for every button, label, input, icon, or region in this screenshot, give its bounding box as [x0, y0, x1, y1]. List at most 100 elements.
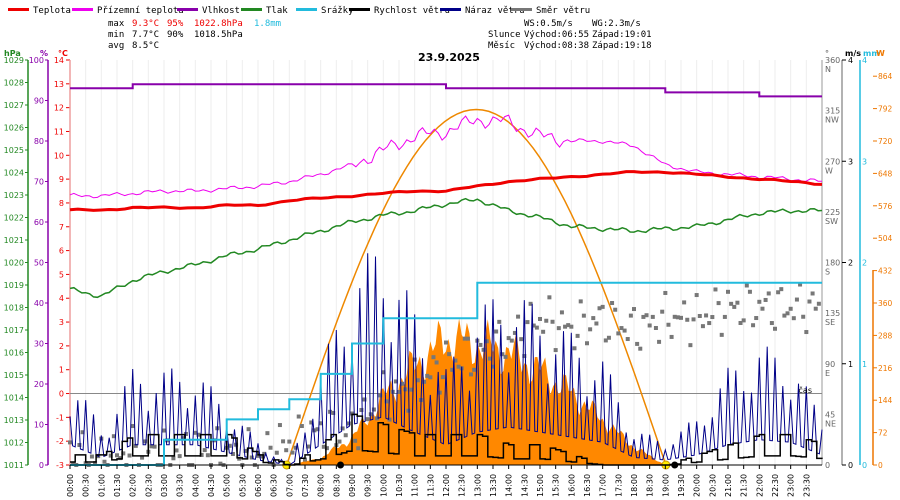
axis-unit-label: mm: [863, 49, 880, 58]
humidity-tick-label: 70: [34, 178, 44, 187]
wind-direction-point: [813, 306, 818, 311]
x-tick-label: 14:30: [520, 474, 529, 497]
x-tick-label: 14:00: [505, 474, 514, 497]
x-tick-label: 01:00: [97, 474, 106, 497]
pressure-tick-label: 1019: [4, 281, 24, 290]
wind-direction-point: [265, 431, 270, 436]
wind-direction-point: [415, 378, 420, 383]
legend-swatch: [349, 8, 370, 11]
radiation-tick-label: 216: [878, 364, 893, 373]
ground-temperature-line: [69, 114, 822, 199]
direction-tick-label: 45: [825, 410, 835, 419]
wind-direction-point: [619, 326, 624, 331]
x-tick-label: 10:30: [395, 474, 404, 497]
wind-direction-point: [409, 387, 414, 392]
wind-direction-point: [281, 439, 286, 444]
humidity-line: [70, 83, 822, 98]
wind-direction-point: [149, 444, 154, 449]
humidity-tick-label: 60: [34, 218, 44, 227]
x-tick-label: 03:30: [176, 474, 185, 497]
stats-min-label: min: [108, 30, 124, 40]
wind-direction-point: [428, 375, 433, 380]
stats-temp-min: 7.7°C: [132, 30, 159, 40]
direction-tick-label: 90: [825, 360, 835, 369]
legend-item: Přízemní teplota: [72, 6, 184, 16]
wind-direction-point: [744, 283, 749, 288]
pressure-tick-label: 1016: [4, 349, 24, 358]
wind-direction-point: [769, 321, 774, 326]
x-tick-label: 17:30: [614, 474, 623, 497]
legend-label: Náraz větru: [465, 6, 525, 16]
wind-direction-point: [747, 289, 752, 294]
x-tick-label: 10:00: [379, 474, 388, 497]
pressure-tick-label: 1020: [4, 259, 24, 268]
wind-direction-point: [346, 421, 351, 426]
x-tick-label: 00:00: [66, 474, 75, 497]
direction-tick-label: 225: [825, 208, 840, 217]
pressure-tick-label: 1025: [4, 146, 24, 155]
radiation-tick-label: 0: [878, 461, 883, 470]
legend-item: Srážky: [296, 6, 354, 16]
wind-direction-point: [491, 364, 495, 369]
radiation-tick-label: 288: [878, 331, 893, 340]
legend-swatch: [177, 8, 198, 11]
wind-direction-point: [406, 408, 411, 413]
wind-direction-point: [378, 393, 383, 398]
wind-direction-point: [594, 321, 599, 326]
direction-tick-name: N: [825, 65, 831, 74]
rain-line: [70, 281, 822, 466]
wg-value: WG:2.3m/s: [592, 19, 641, 29]
wind-direction-point: [528, 301, 533, 306]
wind-direction-point: [807, 299, 812, 304]
sun-set: Západ:19:01: [592, 30, 652, 40]
axis-unit-label: °: [825, 49, 829, 58]
legend-item: Tlak: [241, 6, 288, 16]
radiation-tick-label: 792: [878, 105, 893, 114]
wind-direction-point: [660, 309, 665, 314]
wind-direction-point: [262, 451, 267, 456]
wind-direction-point: [578, 299, 583, 304]
temperature-tick-label: 8: [59, 199, 64, 208]
wind-direction-point: [688, 343, 693, 348]
wind-direction-point: [581, 313, 586, 318]
wind-direction-point: [657, 339, 662, 344]
wind-direction-point: [481, 347, 486, 352]
direction-tick-name: SE: [825, 318, 835, 327]
wind-direction-point: [193, 430, 198, 435]
pressure-tick-label: 1013: [4, 416, 24, 425]
legend-item: Teplota: [8, 6, 71, 16]
ws-value: WS:0.5m/s: [524, 19, 573, 29]
radiation-tick-label: 864: [878, 72, 893, 81]
temperature-tick-label: 1: [59, 366, 64, 375]
wind-direction-point: [68, 440, 72, 445]
pressure-tick-label: 1011: [4, 461, 24, 470]
temperature-tick-label: -2: [56, 437, 64, 446]
radiation-tick-label: 648: [878, 169, 893, 178]
temperature-tick-label: 2: [59, 342, 64, 351]
wind-direction-point: [469, 372, 474, 377]
wind-direction-point: [679, 315, 683, 320]
wind-direction-point: [447, 352, 452, 357]
wind-direction-point: [340, 426, 345, 431]
wind-direction-point: [487, 356, 492, 361]
wind-direction-point: [299, 424, 304, 429]
wind-direction-point: [585, 341, 589, 346]
wind-direction-point: [293, 445, 298, 450]
wind-direction-point: [440, 375, 445, 380]
wind-direction-point: [766, 291, 771, 296]
x-tick-label: 22:00: [755, 474, 764, 497]
wind-direction-point: [331, 410, 336, 415]
moon-label: Měsíc: [488, 41, 515, 51]
wind-direction-point: [503, 354, 508, 359]
pressure-tick-label: 1023: [4, 191, 24, 200]
legend-label: Rychlost větru: [374, 6, 450, 16]
x-tick-label: 21:00: [724, 474, 733, 497]
wind-direction-point: [525, 320, 530, 325]
wind-direction-point: [682, 300, 687, 305]
pressure-line: [69, 197, 823, 299]
wind-direction-point: [143, 439, 148, 444]
radiation-tick-label: 360: [878, 299, 893, 308]
stats-pressure-max: 1022.8hPa: [194, 19, 243, 29]
x-tick-label: 06:00: [254, 474, 263, 497]
wind-direction-point: [133, 443, 138, 448]
